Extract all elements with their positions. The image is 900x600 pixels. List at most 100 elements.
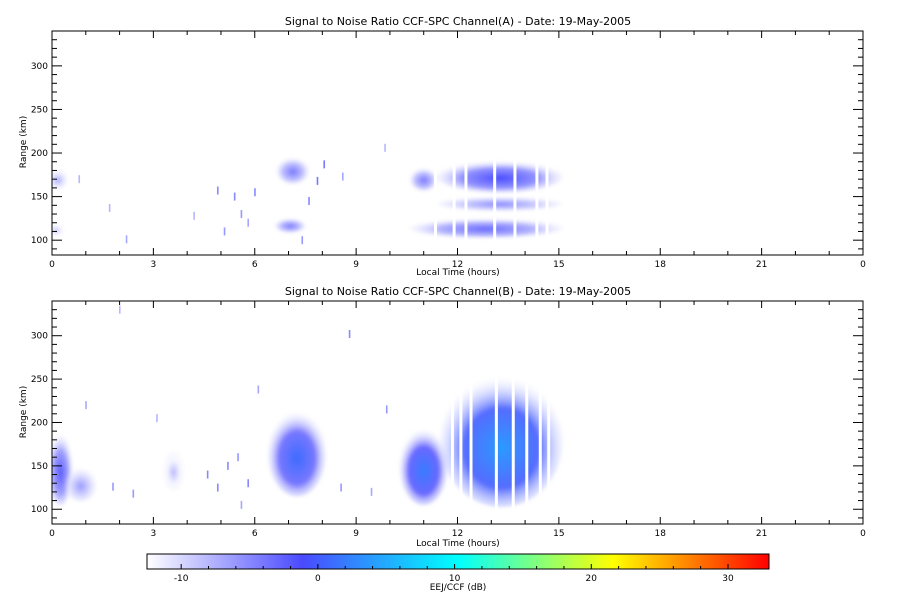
snr-blob xyxy=(409,167,438,191)
y-tick-label: 300 xyxy=(31,332,48,342)
data-gap xyxy=(545,31,549,255)
y-tick-label: 250 xyxy=(31,105,48,115)
sparse-echo xyxy=(247,218,249,227)
x-tick-label: 6 xyxy=(252,529,258,539)
sparse-echo xyxy=(216,186,219,195)
chart-b-ylabel: Range (km) xyxy=(19,386,29,438)
sparse-echo xyxy=(237,453,239,462)
data-gap xyxy=(494,301,498,524)
snr-blob xyxy=(162,449,185,491)
x-tick-label: 9 xyxy=(353,529,359,539)
sparse-echo xyxy=(118,305,121,314)
sparse-echo xyxy=(132,489,135,498)
snr-blob xyxy=(399,428,448,506)
sparse-echo xyxy=(308,196,310,205)
data-gap xyxy=(538,301,542,524)
sparse-echo xyxy=(385,405,388,414)
chart-a-xlabel: Local Time (hours) xyxy=(416,268,499,278)
sparse-echo xyxy=(342,172,344,181)
sparse-echo xyxy=(316,176,319,185)
sparse-echo xyxy=(348,329,351,338)
sparse-echo xyxy=(384,143,386,152)
colorbar-tick-label: 30 xyxy=(722,574,734,584)
colorbar-tick-label: 0 xyxy=(315,574,321,584)
sparse-echo xyxy=(85,401,87,410)
x-tick-label: 0 xyxy=(860,529,866,539)
x-tick-label: 15 xyxy=(553,529,564,539)
colorbar-tick-label: 20 xyxy=(586,574,598,584)
y-tick-label: 200 xyxy=(31,418,48,428)
sparse-echo xyxy=(257,385,260,394)
colorbar-tick-label: -10 xyxy=(174,574,189,584)
data-gap xyxy=(469,301,473,524)
colorbar-tick-label: 10 xyxy=(449,574,461,584)
data-gap xyxy=(535,31,539,255)
snr-blob xyxy=(439,376,563,508)
x-tick-label: 21 xyxy=(756,260,767,270)
sparse-echo xyxy=(247,479,249,488)
y-tick-label: 100 xyxy=(31,505,48,515)
x-tick-label: 12 xyxy=(452,260,463,270)
sparse-echo xyxy=(323,160,326,169)
data-gap xyxy=(511,301,515,524)
data-gap xyxy=(452,31,456,255)
snr-blob xyxy=(276,156,310,184)
chart-a-ylabel: Range (km) xyxy=(19,116,29,168)
colorbar-gradient xyxy=(146,553,770,570)
sparse-echo xyxy=(240,500,243,509)
data-gap xyxy=(464,31,468,255)
sparse-echo xyxy=(301,236,304,245)
chart-a: 0 3 6 9 12 15 18 21 0 100 150 200 250 300 xyxy=(31,30,866,270)
data-gap xyxy=(434,31,438,255)
y-tick-label: 150 xyxy=(31,462,48,472)
x-tick-label: 9 xyxy=(353,260,359,270)
y-tick-label: 300 xyxy=(31,62,48,72)
sparse-echo xyxy=(156,414,158,423)
sparse-echo xyxy=(206,470,209,479)
x-tick-label: 18 xyxy=(655,260,667,270)
sparse-echo xyxy=(216,483,219,492)
chart-a-title: Signal to Noise Ratio CCF-SPC Channel(A)… xyxy=(285,15,631,28)
x-tick-label: 0 xyxy=(49,529,55,539)
sparse-echo xyxy=(223,227,226,236)
sparse-echo xyxy=(125,235,128,244)
sparse-echo xyxy=(108,203,111,212)
snr-blob xyxy=(436,196,563,211)
x-tick-label: 15 xyxy=(553,260,564,270)
sparse-echo xyxy=(370,487,373,496)
chart-b-title: Signal to Noise Ratio CCF-SPC Channel(B)… xyxy=(285,285,631,298)
sparse-echo xyxy=(254,188,256,197)
y-tick-label: 200 xyxy=(31,149,48,159)
data-gap xyxy=(450,301,454,524)
data-gap xyxy=(459,301,463,524)
snr-blob xyxy=(274,218,307,233)
sparse-echo xyxy=(240,210,243,219)
x-tick-label: 6 xyxy=(252,260,258,270)
y-tick-label: 100 xyxy=(31,236,48,246)
sparse-echo xyxy=(193,211,195,220)
data-gap xyxy=(513,31,517,255)
snr-blob xyxy=(52,223,65,237)
chart-b: 0 3 6 9 12 15 18 21 0 100 150 200 250 300 xyxy=(31,300,866,539)
data-gap xyxy=(547,301,551,524)
sparse-echo xyxy=(78,175,81,184)
colorbar: -10 0 10 20 30 xyxy=(146,553,770,584)
x-tick-label: 3 xyxy=(151,260,157,270)
data-gap xyxy=(525,301,529,524)
x-tick-label: 18 xyxy=(655,529,667,539)
snr-blob xyxy=(267,410,327,497)
snr-blob xyxy=(436,160,563,193)
sparse-echo xyxy=(340,483,342,492)
x-tick-label: 21 xyxy=(756,529,767,539)
y-tick-label: 150 xyxy=(31,193,48,203)
colorbar-label: EEJ/CCF (dB) xyxy=(430,583,487,593)
sparse-echo xyxy=(233,192,236,201)
x-tick-label: 12 xyxy=(452,529,463,539)
chart-b-xlabel: Local Time (hours) xyxy=(416,539,499,549)
snr-blob xyxy=(52,169,68,190)
data-gap xyxy=(493,31,497,255)
y-tick-label: 250 xyxy=(31,375,48,385)
snr-blob xyxy=(409,218,563,238)
snr-blob xyxy=(64,467,97,502)
